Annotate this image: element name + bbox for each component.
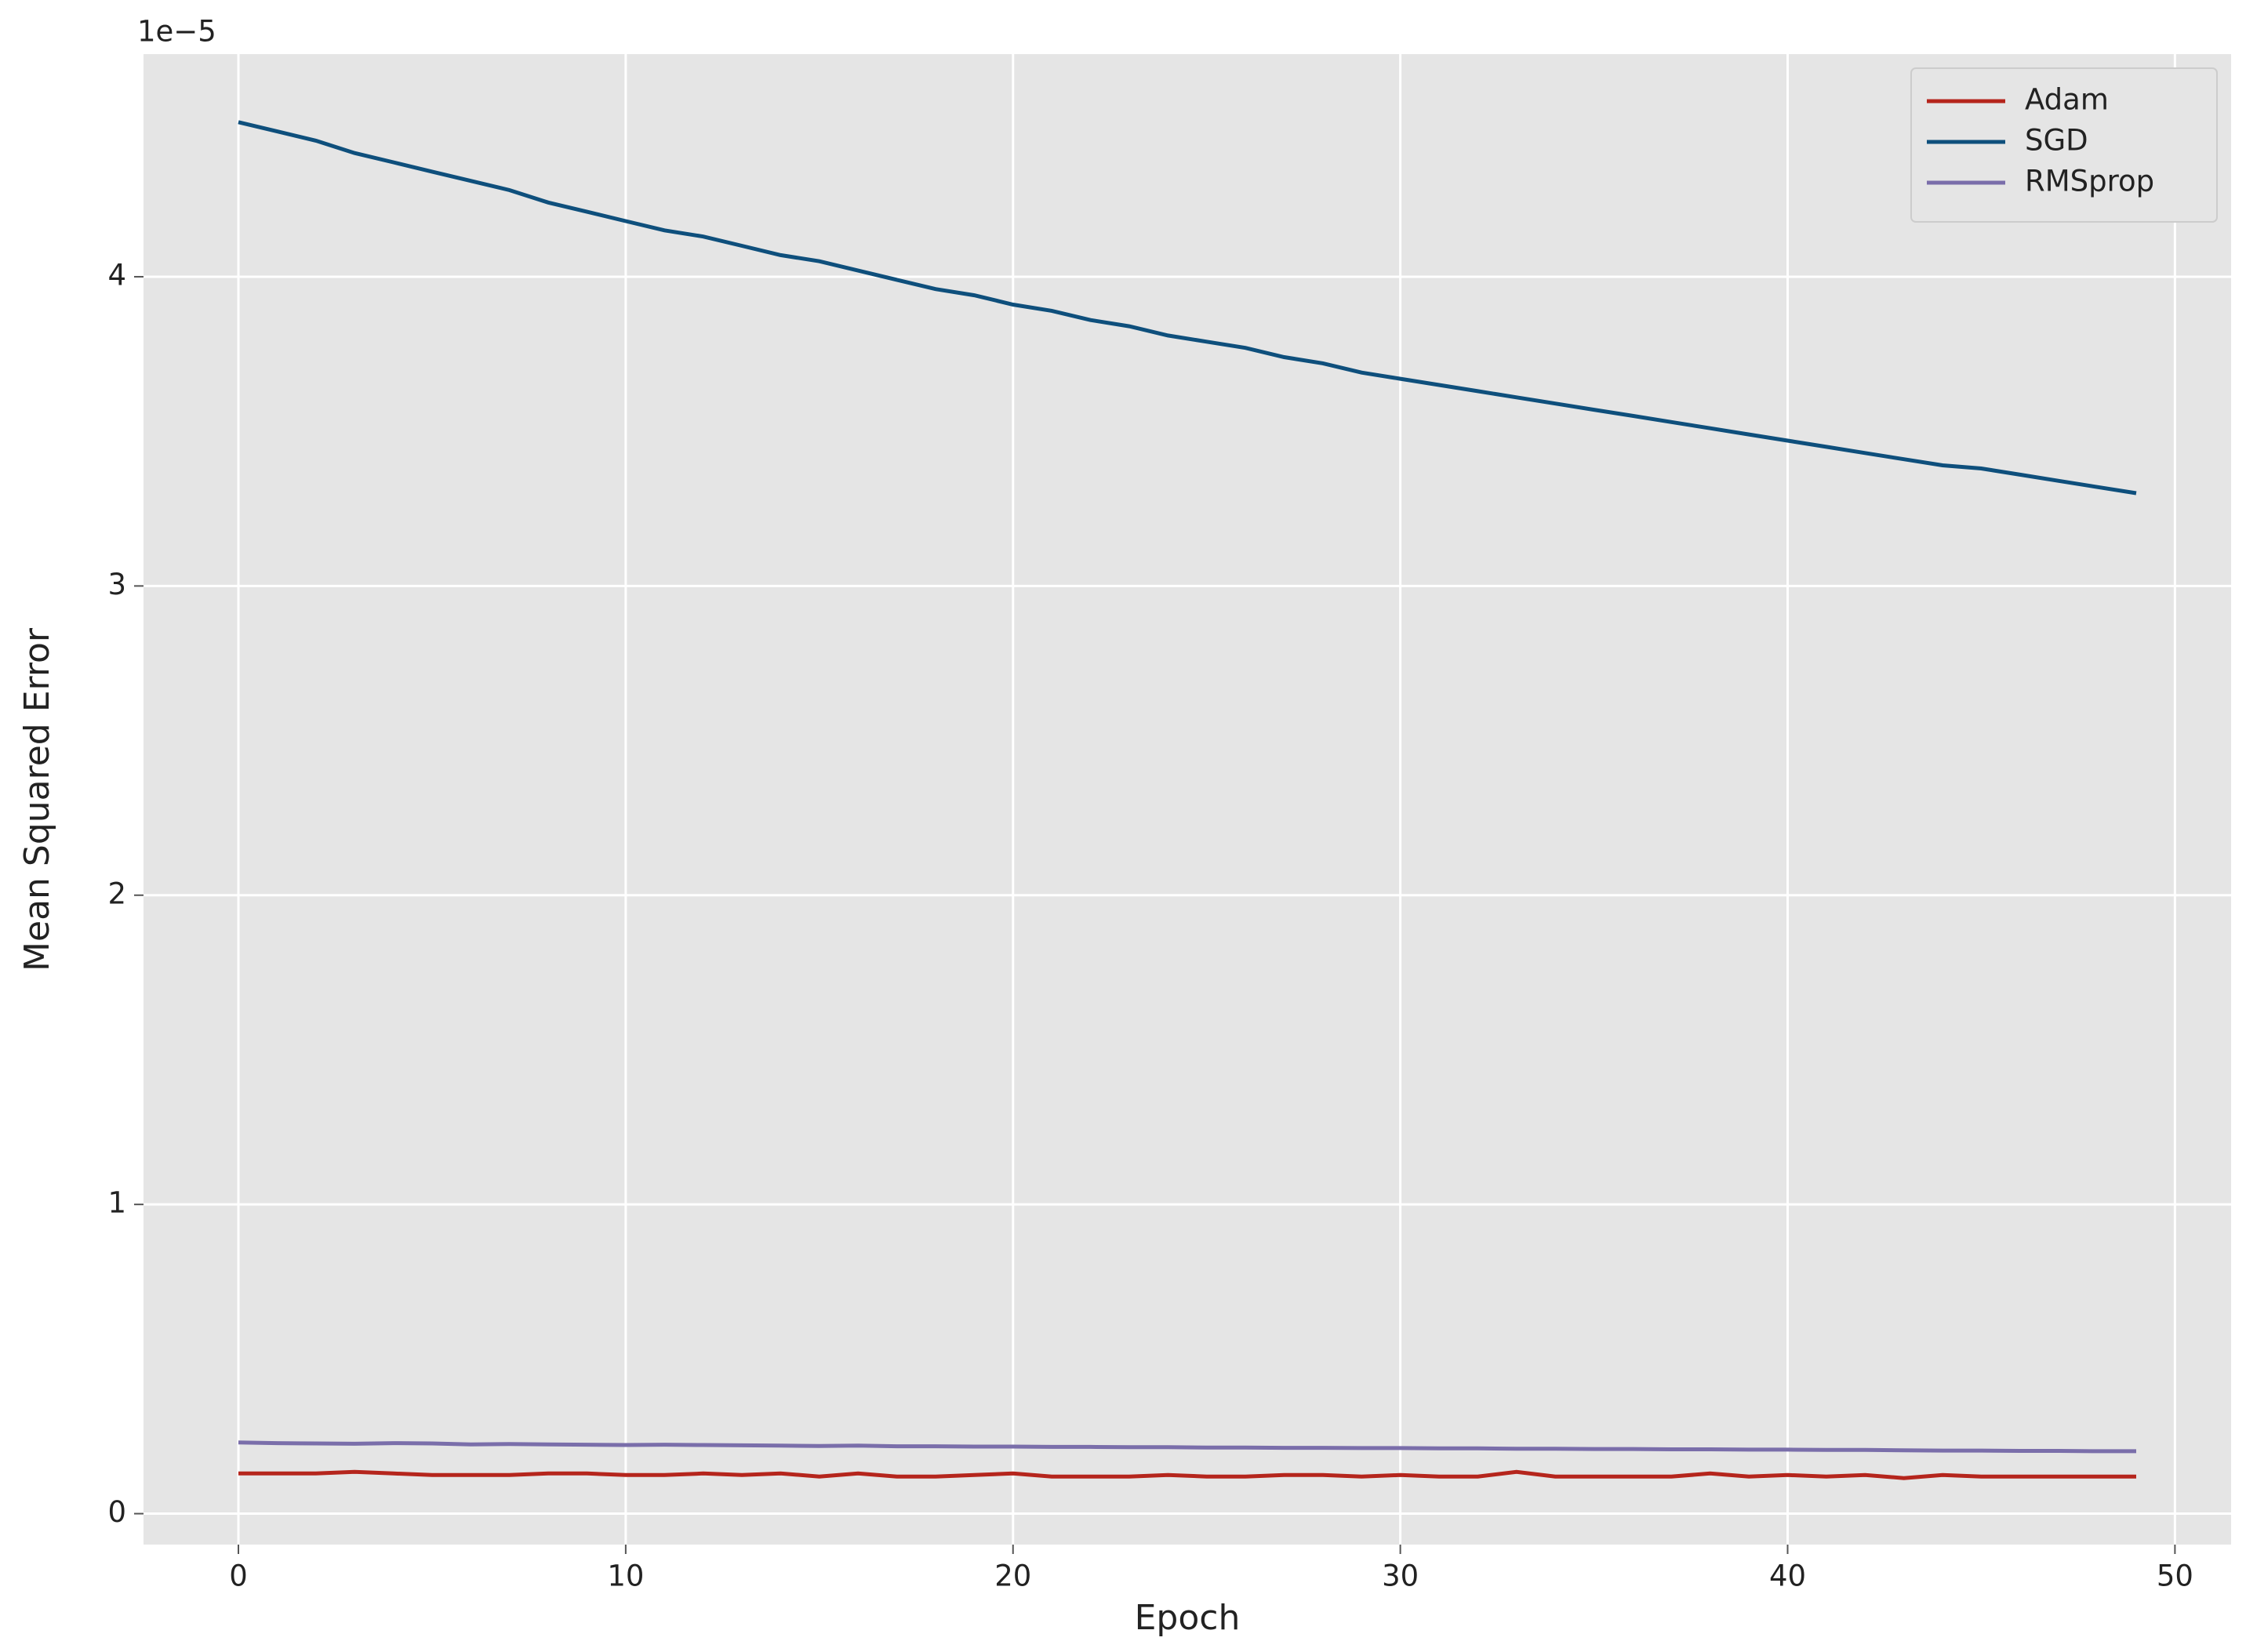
plot-area <box>144 54 2231 1545</box>
x-tick-label: 0 <box>229 1559 248 1593</box>
line-series <box>238 1469 2136 1480</box>
x-tick-label: 30 <box>1382 1559 1419 1593</box>
y-tick-label: 0 <box>107 1495 126 1529</box>
x-tick-label: 10 <box>607 1559 644 1593</box>
y-tick-label: 4 <box>107 258 126 292</box>
x-tick-label: 20 <box>994 1559 1031 1593</box>
x-axis-label: Epoch <box>1135 1598 1241 1638</box>
y-tick-label: 1 <box>107 1186 126 1220</box>
line-series <box>238 120 2137 496</box>
legend-label: SGD <box>2025 124 2088 158</box>
y-axis-label: Mean Squared Error <box>17 627 57 971</box>
x-tick-label: 50 <box>2157 1559 2193 1593</box>
legend-label: Adam <box>2025 83 2109 117</box>
line-series <box>238 1440 2136 1454</box>
y-tick-label: 3 <box>107 568 126 601</box>
x-tick-label: 40 <box>1769 1559 1806 1593</box>
y-tick-label: 2 <box>107 877 126 910</box>
legend-label: RMSprop <box>2025 165 2154 198</box>
offset-label: 1e−5 <box>137 15 216 49</box>
